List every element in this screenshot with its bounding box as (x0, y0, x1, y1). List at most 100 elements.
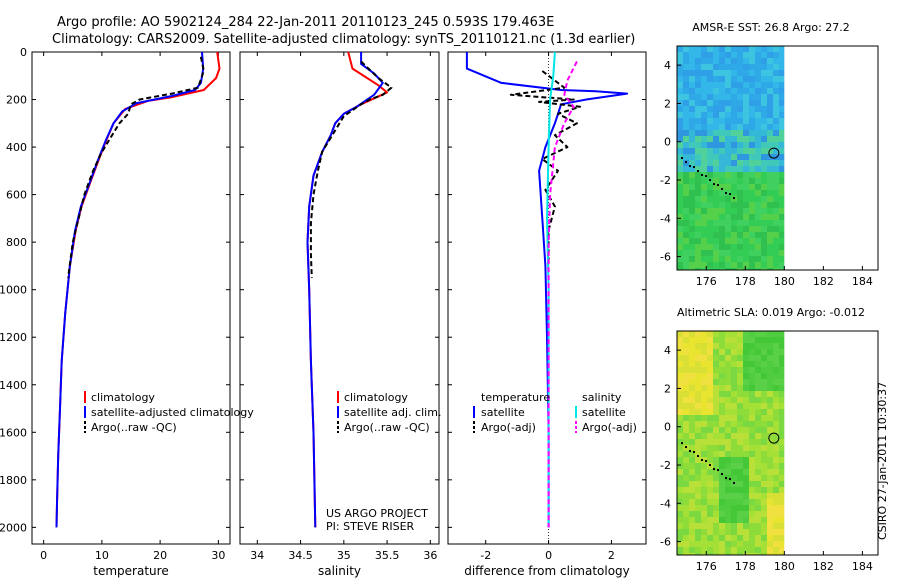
map-pixel (707, 214, 713, 220)
map-pixel (707, 262, 713, 268)
x-tick-label: 0 (40, 549, 47, 562)
map-pixel (701, 379, 707, 385)
map-pixel (761, 421, 767, 427)
map-pixel (707, 391, 713, 397)
map-pixel (755, 76, 761, 82)
map-pixel (689, 403, 695, 409)
map-pixel (761, 238, 767, 244)
map-pixel (689, 226, 695, 232)
map-pixel (677, 475, 683, 481)
map-pixel (683, 250, 689, 256)
map-pixel (767, 421, 773, 427)
map-pixel (731, 439, 737, 445)
temperature-panel: 0 10 20 30 temperature (31, 51, 231, 578)
map-pixel (749, 184, 755, 190)
map-pixel (743, 385, 749, 391)
map-pixel (713, 244, 719, 250)
map-pixel (749, 409, 755, 415)
map-pixel (773, 220, 779, 226)
map-pixel (719, 220, 725, 226)
x-tick-label: 182 (813, 560, 834, 573)
map-pixel (767, 208, 773, 214)
map-pixel (689, 154, 695, 160)
map-pixel (755, 172, 761, 178)
map-pixel (773, 433, 779, 439)
map-pixel (713, 505, 719, 511)
map-pixel (743, 379, 749, 385)
map-pixel (695, 208, 701, 214)
map-pixel (683, 469, 689, 475)
map-pixel (773, 64, 779, 70)
map-pixel (737, 202, 743, 208)
map-pixel (755, 475, 761, 481)
map-pixel (779, 463, 785, 469)
map-pixel (779, 160, 785, 166)
map-pixel (755, 367, 761, 373)
map-pixel (719, 196, 725, 202)
map-pixel (755, 361, 761, 367)
map-pixel (719, 511, 725, 517)
map-pixel (767, 88, 773, 94)
map-pixel (749, 553, 755, 555)
map-pixel (713, 112, 719, 118)
map-pixel (767, 190, 773, 196)
map-pixel (761, 148, 767, 154)
x-tick-label: 0 (545, 549, 552, 562)
coast-dot (685, 161, 687, 164)
map-pixel (779, 130, 785, 136)
map-pixel (743, 523, 749, 529)
map-pixel (773, 367, 779, 373)
map-pixel (707, 511, 713, 517)
map-pixel (707, 172, 713, 178)
map-pixel (677, 124, 683, 130)
map-pixel (743, 184, 749, 190)
map-pixel (773, 451, 779, 457)
map-pixel (767, 403, 773, 409)
map-pixel (701, 184, 707, 190)
x-tick-label: -2 (480, 549, 491, 562)
map-pixel (749, 457, 755, 463)
map-pixel (683, 178, 689, 184)
map-pixel (725, 445, 731, 451)
map-pixel (779, 499, 785, 505)
map-pixel (755, 451, 761, 457)
map-pixel (779, 409, 785, 415)
map-pixel (743, 403, 749, 409)
map-pixel (761, 487, 767, 493)
map-pixel (743, 232, 749, 238)
map-pixel (677, 409, 683, 415)
map-pixel (683, 403, 689, 409)
map-pixel (767, 553, 773, 555)
map-pixel (677, 214, 683, 220)
map-pixel (707, 367, 713, 373)
map-pixel (731, 487, 737, 493)
map-pixel (761, 547, 767, 553)
map-pixel (761, 331, 767, 337)
map-pixel (761, 475, 767, 481)
map-pixel (719, 379, 725, 385)
map-pixel (773, 268, 779, 270)
map-pixel (677, 250, 683, 256)
map-pixel (719, 385, 725, 391)
map-pixel (683, 244, 689, 250)
map-pixel (689, 112, 695, 118)
map-pixel (737, 385, 743, 391)
map-pixel (701, 535, 707, 541)
map-pixel (725, 505, 731, 511)
map-pixel (749, 517, 755, 523)
map-pixel (755, 439, 761, 445)
x-tick-label: 182 (813, 275, 834, 288)
map-pixel (767, 451, 773, 457)
map-pixel (701, 256, 707, 262)
map-pixel (695, 154, 701, 160)
y-tick-label: 0 (664, 136, 671, 149)
map-pixel (695, 76, 701, 82)
plot-frame (239, 51, 440, 545)
map-pixel (731, 268, 737, 270)
map-pixel (689, 505, 695, 511)
map-pixel (737, 64, 743, 70)
map-pixel (755, 184, 761, 190)
map-pixel (773, 379, 779, 385)
map-pixel (677, 238, 683, 244)
map-pixel (737, 511, 743, 517)
